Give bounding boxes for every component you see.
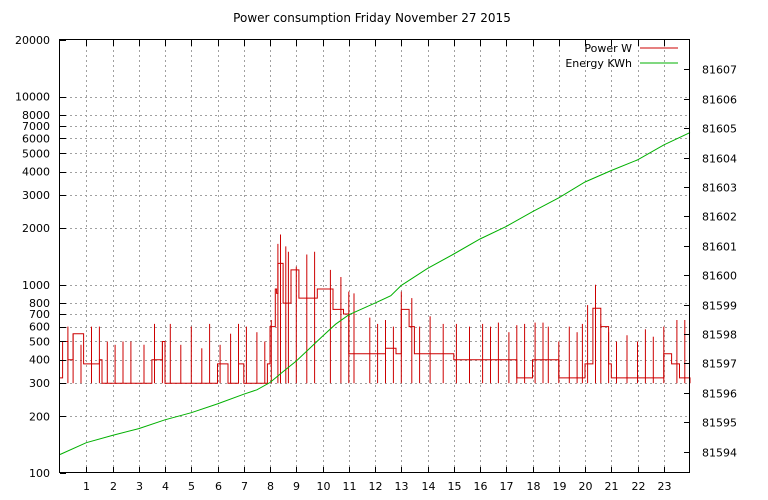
x-tick-label: 12 — [369, 480, 383, 493]
y-left-tick-label: 100 — [29, 467, 50, 480]
plot-frame — [59, 39, 690, 473]
x-tick-label: 9 — [293, 480, 300, 493]
x-tick-label: 17 — [500, 480, 514, 493]
x-tick-label: 11 — [343, 480, 357, 493]
x-tick-label: 8 — [267, 480, 274, 493]
y-right-tick-label: 81598 — [702, 329, 737, 342]
y-right-tick-label: 81607 — [702, 64, 737, 77]
legend: Power W Energy KWh — [565, 42, 678, 70]
y-right-tick-label: 81603 — [702, 182, 737, 195]
y-right-tick-label: 81599 — [702, 300, 737, 313]
y-left-tick-label: 200 — [29, 410, 50, 423]
x-tick-label: 14 — [422, 480, 436, 493]
y-left-tick-label: 4000 — [22, 166, 50, 179]
y-right-tick-label: 81606 — [702, 94, 737, 107]
x-tick-label: 10 — [317, 480, 331, 493]
y-left-tick-label: 800 — [29, 297, 50, 310]
plot-area — [59, 132, 691, 455]
x-tick-label: 4 — [162, 480, 169, 493]
x-tick-label: 1 — [83, 480, 90, 493]
y-right-tick-label: 81597 — [702, 358, 737, 371]
y-left-tick-label: 10000 — [15, 91, 50, 104]
x-tick-label: 23 — [658, 480, 672, 493]
x-tick-label: 16 — [474, 480, 488, 493]
x-tick-label: 18 — [527, 480, 541, 493]
y-left-tick-label: 7000 — [22, 120, 50, 133]
y-left-tick-label: 600 — [29, 321, 50, 334]
y-left-tick-label: 1000 — [22, 279, 50, 292]
energy-line — [59, 132, 691, 455]
x-tick-label: 15 — [448, 480, 462, 493]
chart-title: Power consumption Friday November 27 201… — [233, 11, 511, 25]
y-right-tick-label: 81605 — [702, 123, 737, 136]
y-right-tick-label: 81596 — [702, 388, 737, 401]
y-left-tick-label: 2000 — [22, 222, 50, 235]
power-step-line — [60, 262, 691, 384]
y-right-tick-label: 81600 — [702, 270, 737, 283]
x-tick-label: 22 — [632, 480, 646, 493]
y-left-tick-label: 5000 — [22, 147, 50, 160]
grid-lines — [60, 40, 690, 473]
y-right-tick-label: 81601 — [702, 241, 737, 254]
y-left-tick-label: 300 — [29, 377, 50, 390]
x-tick-label: 13 — [395, 480, 409, 493]
y-left-tick-label: 400 — [29, 354, 50, 367]
x-tick-label: 2 — [110, 480, 117, 493]
legend-label-energy: Energy KWh — [565, 57, 632, 70]
x-tick-label: 21 — [605, 480, 619, 493]
y-left-tick-label: 500 — [29, 335, 50, 348]
y-left-tick-label: 8000 — [22, 109, 50, 122]
y-right-tick-label: 81602 — [702, 211, 737, 224]
x-tick-label: 6 — [215, 480, 222, 493]
y-left-tick-label: 6000 — [22, 132, 50, 145]
y-right-tick-label: 81604 — [702, 153, 737, 166]
y-left-tick-label: 3000 — [22, 189, 50, 202]
x-tick-label: 5 — [188, 480, 195, 493]
x-tick-label: 19 — [553, 480, 567, 493]
y-right-tick-label: 81594 — [702, 447, 737, 460]
x-tick-label: 7 — [241, 480, 248, 493]
x-tick-label: 3 — [136, 480, 143, 493]
y-left-tick-label: 700 — [29, 308, 50, 321]
x-tick-label: 20 — [579, 480, 593, 493]
y-left-tick-label: 20000 — [15, 34, 50, 47]
y-right-tick-label: 81595 — [702, 417, 737, 430]
legend-label-power: Power W — [584, 42, 632, 55]
